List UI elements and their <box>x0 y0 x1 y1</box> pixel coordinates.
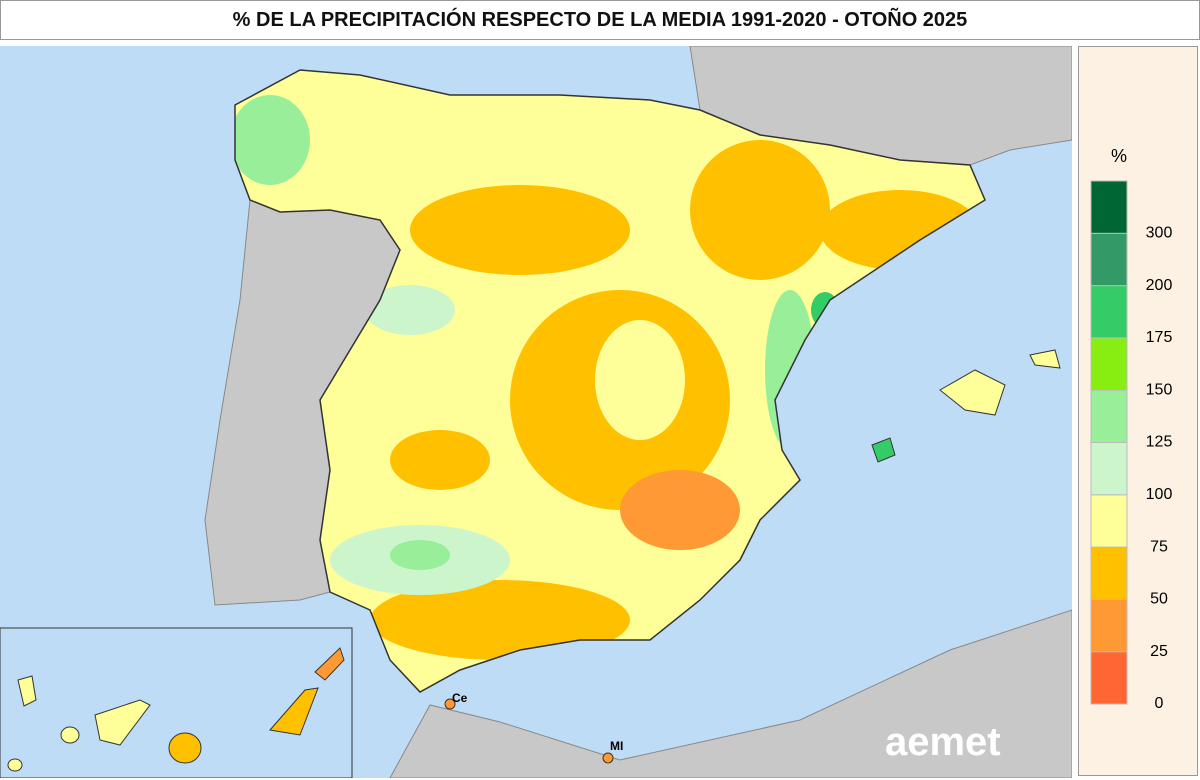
ceuta <box>444 698 456 710</box>
legend: % 0 25 50 75 100 125 150 175 200 300 <box>1078 46 1198 776</box>
legend-swatch <box>1090 598 1128 653</box>
legend-tick-label: 125 <box>1146 434 1173 451</box>
field-zone <box>410 185 630 275</box>
legend-swatch <box>1090 285 1128 339</box>
legend-tick-label: 150 <box>1146 381 1173 398</box>
field-zone <box>390 430 490 490</box>
logo: aemet <box>885 720 1001 764</box>
field-zone <box>235 95 310 185</box>
legend-swatch <box>1090 442 1128 496</box>
legend-tick-label: 75 <box>1150 538 1168 555</box>
map: Ce MI aemet <box>0 46 1072 778</box>
island <box>60 726 80 744</box>
legend-scale: % 0 25 50 75 100 125 150 175 200 300 <box>1090 146 1173 712</box>
legend-swatch <box>1090 494 1128 548</box>
field-zone <box>620 470 740 550</box>
legend-tick-label: 300 <box>1146 225 1173 242</box>
island <box>314 647 345 681</box>
field-zone <box>690 140 830 280</box>
island <box>269 687 319 736</box>
legend-tick-label: 200 <box>1146 277 1173 294</box>
spain-outline <box>234 69 986 693</box>
menorca <box>1029 349 1061 369</box>
melilla-label: MI <box>610 739 623 753</box>
island <box>17 675 37 707</box>
legend-swatch <box>1090 232 1128 287</box>
legend-unit: % <box>1111 146 1127 166</box>
legend-tick-label: 50 <box>1150 591 1168 608</box>
field-zone <box>390 540 450 570</box>
melilla <box>602 752 614 764</box>
island <box>7 758 23 772</box>
legend-swatch <box>1090 337 1128 391</box>
ibiza <box>871 437 896 463</box>
island <box>94 699 151 746</box>
field-zone <box>365 285 455 335</box>
legend-tick-label: 100 <box>1146 486 1173 503</box>
legend-swatch <box>1090 389 1128 444</box>
legend-swatch <box>1090 546 1128 600</box>
legend-swatch <box>1090 180 1128 234</box>
ceuta-label: Ce <box>452 691 468 705</box>
island <box>168 732 202 764</box>
field-zone <box>370 580 630 660</box>
legend-tick-label: 175 <box>1146 329 1173 346</box>
legend-tick-label: 25 <box>1150 643 1168 660</box>
africa <box>389 609 1072 778</box>
mallorca <box>939 369 1006 416</box>
field-zone <box>595 320 685 440</box>
legend-swatch <box>1090 651 1128 705</box>
legend-tick-label: 0 <box>1155 695 1164 712</box>
map-title: % DE LA PRECIPITACIÓN RESPECTO DE LA MED… <box>0 0 1200 40</box>
